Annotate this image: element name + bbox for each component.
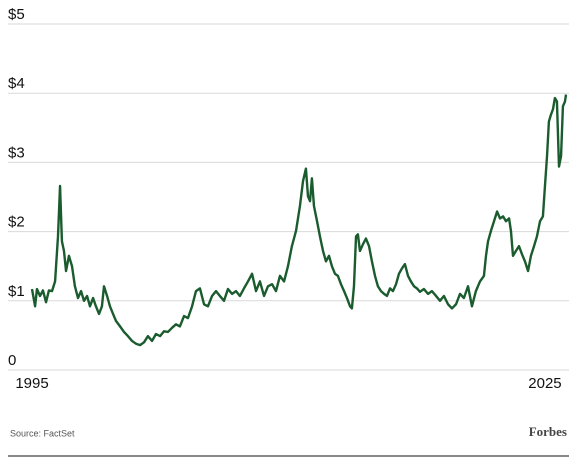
y-tick-label: $1 (8, 283, 25, 300)
data-line (30, 94, 568, 347)
y-tick-label: 0 (8, 352, 16, 369)
x-tick-label: 1995 (15, 375, 48, 392)
source-note: Source: FactSet (10, 428, 75, 438)
x-tick-label: 2025 (528, 375, 561, 392)
y-tick-label: $3 (8, 144, 25, 161)
y-tick-label: $2 (8, 214, 25, 231)
y-tick-label: $5 (8, 6, 25, 23)
y-tick-label: $4 (8, 75, 25, 92)
brand-logo: Forbes (529, 424, 567, 439)
